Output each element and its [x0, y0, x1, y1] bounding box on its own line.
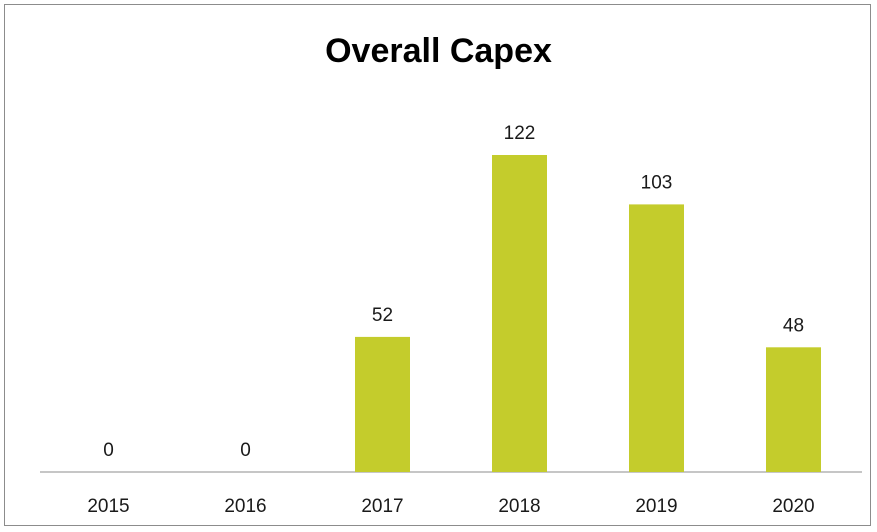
- data-label-2019: 103: [641, 172, 673, 193]
- bar-2019: [629, 204, 684, 472]
- x-tick-label-2018: 2018: [498, 496, 540, 517]
- bar-2018: [492, 155, 547, 472]
- data-label-2015: 0: [103, 440, 114, 461]
- tick-labels-group: 2015 2016 2017 2018 2019 2020: [87, 496, 814, 517]
- bar-2020: [766, 347, 821, 472]
- bars-group: [355, 155, 821, 472]
- data-label-2017: 52: [372, 305, 393, 326]
- data-label-2020: 48: [783, 315, 804, 336]
- data-label-2016: 0: [240, 440, 251, 461]
- x-tick-label-2015: 2015: [87, 496, 129, 517]
- bar-2017: [355, 336, 410, 472]
- data-label-2018: 122: [504, 123, 536, 144]
- x-tick-label-2017: 2017: [361, 496, 403, 517]
- chart-title: Overall Capex: [325, 32, 552, 70]
- chart-frame: [4, 4, 871, 526]
- bar-labels-group: 0 0 52 122 103 48: [103, 123, 804, 461]
- x-tick-label-2016: 2016: [224, 496, 266, 517]
- x-tick-label-2019: 2019: [635, 496, 677, 517]
- x-tick-label-2020: 2020: [772, 496, 814, 517]
